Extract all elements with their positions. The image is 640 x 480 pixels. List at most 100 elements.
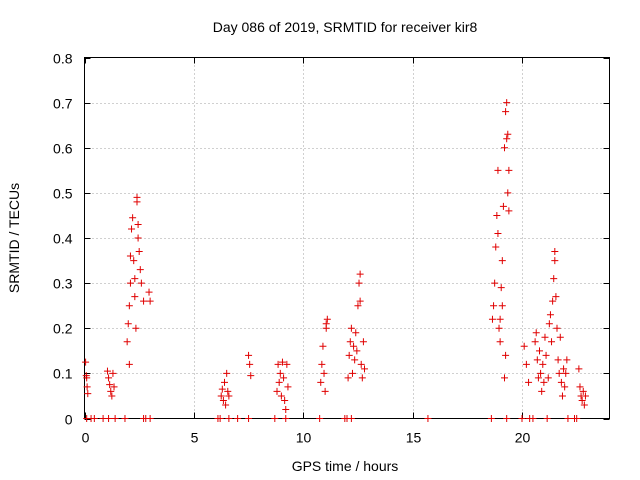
data-point — [83, 374, 91, 382]
data-point — [551, 248, 559, 256]
data-point — [318, 360, 326, 368]
data-point — [134, 220, 142, 228]
data-point — [246, 360, 254, 368]
data-point — [529, 415, 537, 422]
data-point — [563, 356, 571, 364]
data-point — [502, 351, 510, 359]
data-point — [494, 229, 502, 237]
data-point — [146, 415, 154, 422]
data-point — [348, 369, 356, 377]
data-point — [522, 360, 530, 368]
data-point — [539, 360, 547, 368]
y-tick-label: 0 — [65, 412, 73, 428]
data-point — [274, 360, 282, 368]
data-point — [560, 365, 568, 373]
data-point — [131, 293, 139, 301]
data-point — [564, 415, 572, 422]
data-point — [83, 383, 91, 391]
data-point — [323, 315, 331, 323]
data-point — [280, 374, 288, 382]
data-point — [545, 320, 553, 328]
data-point — [320, 369, 328, 377]
data-point — [552, 293, 560, 301]
data-point — [551, 257, 559, 265]
data-point — [107, 387, 115, 395]
data-point — [146, 297, 154, 305]
data-point — [105, 415, 113, 422]
data-point — [354, 302, 362, 310]
data-point — [573, 415, 581, 422]
data-point — [322, 320, 330, 328]
data-point — [496, 338, 504, 346]
data-point — [133, 193, 141, 201]
data-point — [424, 415, 432, 422]
data-point — [355, 279, 363, 287]
data-point — [283, 360, 291, 368]
data-point — [344, 374, 352, 382]
y-axis-label: SRMTID / TECUs — [6, 183, 22, 293]
data-point — [548, 338, 556, 346]
data-point — [495, 324, 503, 332]
data-point — [357, 360, 365, 368]
data-point — [129, 214, 137, 222]
y-tick-label: 0.2 — [53, 321, 73, 337]
data-point — [218, 385, 226, 393]
data-point — [84, 390, 92, 398]
data-point — [221, 378, 228, 386]
data-point — [275, 378, 283, 386]
data-point — [132, 324, 140, 332]
data-point — [126, 279, 134, 287]
data-point — [550, 275, 558, 283]
y-tick-label: 0.5 — [53, 186, 73, 202]
data-point — [247, 372, 255, 380]
data-point — [319, 342, 327, 350]
data-point — [581, 392, 589, 400]
data-point — [518, 415, 526, 422]
data-point — [498, 302, 506, 310]
data-point — [321, 387, 329, 395]
y-tick-label: 0.6 — [53, 141, 73, 157]
data-point — [494, 166, 502, 174]
y-tick-label: 0.8 — [53, 51, 73, 67]
data-point — [351, 356, 359, 364]
data-point — [538, 387, 546, 395]
data-point — [531, 338, 539, 346]
grid-lines — [84, 57, 610, 419]
data-point — [111, 415, 119, 422]
data-point — [520, 342, 528, 350]
x-axis-label: GPS time / hours — [292, 458, 399, 474]
data-points — [82, 99, 589, 422]
data-point — [501, 374, 508, 382]
data-point — [273, 387, 281, 395]
data-point — [501, 144, 508, 152]
data-point — [554, 356, 562, 364]
data-point — [271, 415, 279, 422]
data-point — [125, 360, 133, 368]
x-tick-label: 10 — [296, 430, 312, 446]
data-point — [358, 374, 366, 382]
data-point — [540, 378, 548, 386]
x-tick-label: 20 — [515, 430, 531, 446]
data-point — [541, 333, 549, 341]
data-point — [125, 302, 133, 310]
data-point — [555, 369, 563, 377]
data-point — [223, 369, 231, 377]
plot-frame — [84, 57, 610, 419]
data-point — [282, 415, 290, 422]
data-point — [347, 324, 355, 332]
data-point — [504, 189, 512, 197]
data-point — [543, 415, 551, 422]
data-point — [124, 320, 132, 328]
data-point — [488, 315, 496, 323]
data-point — [537, 369, 545, 377]
data-point — [126, 252, 134, 260]
data-point — [234, 415, 242, 422]
data-point — [558, 392, 566, 400]
data-point — [549, 297, 557, 305]
data-point — [493, 211, 501, 219]
data-point — [347, 415, 355, 422]
data-point — [105, 374, 113, 382]
data-point — [546, 311, 554, 319]
data-point — [534, 374, 542, 382]
